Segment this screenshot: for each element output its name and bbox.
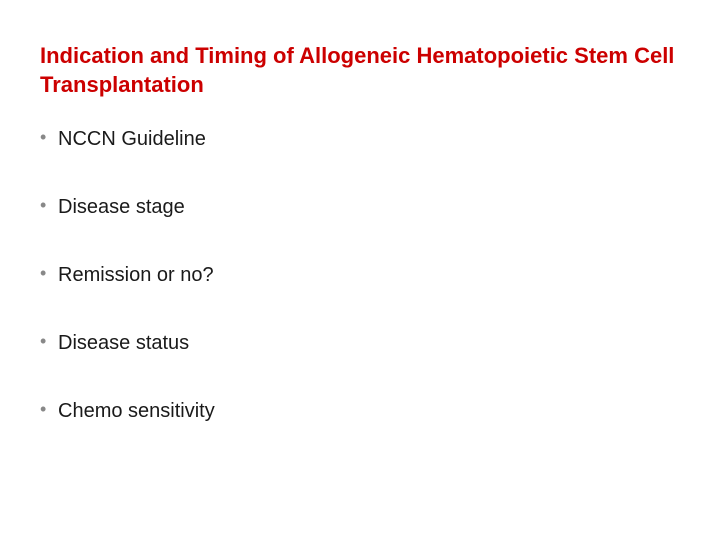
list-item: Disease stage [40,195,680,219]
slide-title: Indication and Timing of Allogeneic Hema… [40,42,680,99]
list-item: Chemo sensitivity [40,399,680,423]
slide: Indication and Timing of Allogeneic Hema… [0,0,720,540]
list-item: NCCN Guideline [40,127,680,151]
bullet-list: NCCN Guideline Disease stage Remission o… [40,127,680,423]
list-item: Disease status [40,331,680,355]
list-item: Remission or no? [40,263,680,287]
